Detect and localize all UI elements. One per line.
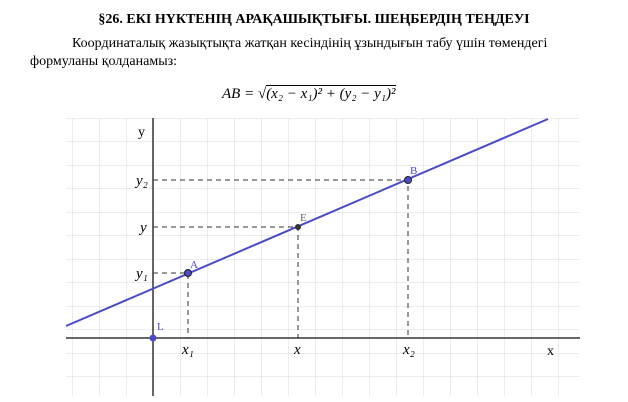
x-label: x₁: [181, 342, 194, 358]
formula: AB = √(x₂ − x₁)² + (y₂ − y₁)²: [222, 85, 396, 103]
point-label: E: [300, 212, 307, 224]
point: [184, 269, 192, 277]
point-label: B: [410, 165, 417, 177]
point: [295, 224, 301, 230]
title: §26. ЕКІ НҮКТЕНІҢ АРАҚАШЫҚТЫҒЫ. ШЕҢБЕРДІ…: [98, 12, 530, 27]
x-label: x: [293, 342, 301, 358]
y-label: y₁: [134, 266, 148, 282]
axis-label: y: [138, 125, 145, 140]
origin-label: L: [157, 321, 164, 333]
paragraph-line: формуланы қолданамыз:: [30, 54, 178, 69]
line: [65, 118, 549, 327]
x-label: x₂: [402, 342, 415, 358]
y-label: y₂: [134, 173, 148, 189]
sqrt-sign: √: [257, 86, 267, 102]
axis-label: x: [547, 344, 554, 359]
origin-point: [149, 334, 157, 342]
y-label: y: [138, 220, 147, 236]
formula-radicand: (x₂ − x₁)² + (y₂ − y₁)²: [266, 85, 396, 102]
formula-lhs: AB =: [222, 86, 255, 102]
paragraph-line: Координаталық жазықтықта жатқан кесіндін…: [72, 36, 548, 51]
point-label: A: [190, 259, 198, 271]
grid: [66, 118, 580, 396]
point: [404, 176, 412, 184]
